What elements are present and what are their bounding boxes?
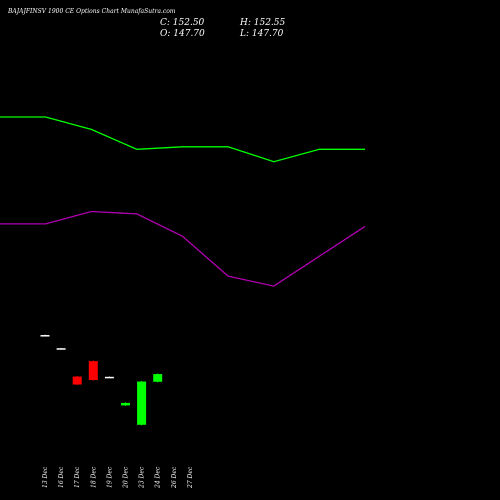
x-tick-label: 23 Dec	[139, 466, 146, 489]
open-value: O: 147.70	[160, 29, 205, 39]
high-value: H: 152.55	[239, 18, 286, 28]
candle-body	[56, 348, 66, 350]
candle-body	[104, 376, 114, 379]
x-tick-label: 26 Dec	[171, 466, 178, 489]
candle-body	[72, 376, 82, 385]
x-tick-label: 24 Dec	[155, 466, 162, 489]
candles-group	[40, 334, 163, 426]
x-tick-label: 18 Dec	[90, 466, 97, 488]
x-tick-label: 19 Dec	[106, 466, 113, 488]
candle-body	[153, 374, 163, 382]
line-series-1	[0, 116, 365, 163]
chart-title: BAJAJFINSV 1900 CE Options Chart MunafaS…	[7, 8, 176, 15]
x-tick-label: 17 Dec	[74, 466, 81, 488]
x-tick-labels: 13 Dec 16 Dec 17 Dec 18 Dec 19 Dec 20 Dec 23 D…	[42, 466, 194, 489]
close-value: C: 152.50	[160, 18, 205, 28]
x-tick-label: 20 Dec	[123, 466, 130, 489]
line-series-2	[0, 210, 366, 287]
candle-body	[88, 361, 98, 381]
x-tick-label: 16 Dec	[58, 466, 65, 488]
candle-body	[121, 402, 130, 406]
x-tick-label: 13 Dec	[42, 466, 49, 488]
low-value: L: 147.70	[239, 29, 284, 39]
line-series-group	[0, 116, 366, 287]
candle-body	[40, 335, 50, 337]
x-tick-label: 27 Dec	[187, 466, 194, 489]
candle-body	[137, 381, 147, 425]
